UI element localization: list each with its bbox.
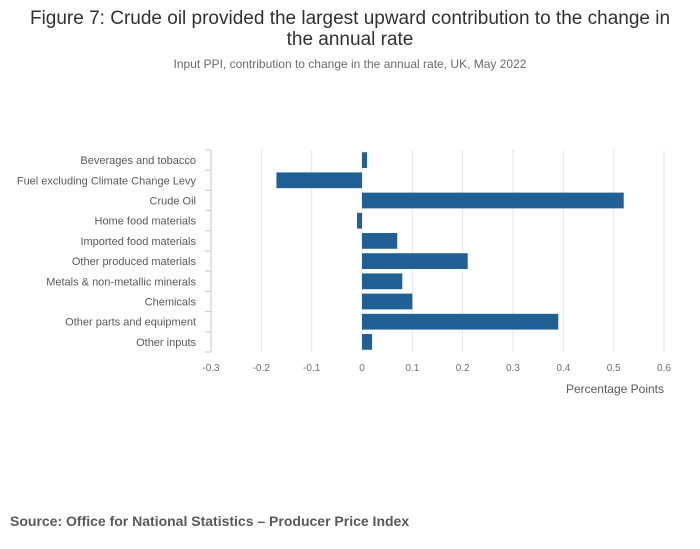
bar	[356, 212, 362, 229]
category-label: Other inputs	[136, 337, 196, 349]
category-label: Imported food materials	[80, 236, 196, 248]
x-axis-title: Percentage Points	[566, 382, 664, 396]
x-tick-label: -0.1	[303, 363, 321, 374]
category-label: Other produced materials	[72, 256, 197, 268]
bar	[362, 334, 373, 350]
bar	[362, 192, 624, 209]
category-label: Beverages and tobacco	[80, 155, 196, 167]
x-tick-label: 0.5	[607, 363, 621, 374]
category-label: Metals & non-metallic minerals	[46, 276, 196, 288]
source-note: Source: Office for National Statistics –…	[10, 513, 410, 529]
category-label: Fuel excluding Climate Change Levy	[17, 175, 197, 187]
x-tick-label: 0.6	[657, 363, 671, 374]
category-label: Crude Oil	[150, 196, 196, 208]
x-tick-label: 0.3	[506, 363, 520, 374]
x-tick-label: -0.3	[202, 363, 220, 374]
x-tick-label: 0.1	[405, 363, 419, 374]
category-labels: Beverages and tobacco Fuel excluding Clim…	[17, 155, 197, 349]
x-tick-label: 0.2	[456, 363, 470, 374]
x-tick-labels: -0.3 -0.2 -0.1 0 0.1 0.2 0.3 0.4 0.5 0.6	[202, 363, 671, 374]
bar	[362, 313, 559, 330]
bar	[362, 293, 413, 310]
category-label: Chemicals	[145, 297, 197, 309]
category-label: Home food materials	[95, 216, 197, 228]
x-tick-label: 0.4	[556, 363, 570, 374]
chart-title: Figure 7: Crude oil provided the largest…	[29, 8, 671, 50]
chart-subtitle: Input PPI, contribution to change in the…	[173, 57, 527, 71]
bar	[362, 152, 368, 168]
bar	[362, 253, 468, 269]
bar	[362, 233, 398, 249]
x-tick-label: -0.2	[253, 363, 271, 374]
bars	[276, 152, 624, 350]
bar	[362, 273, 403, 290]
x-tick-label: 0	[359, 363, 365, 374]
category-label: Other parts and equipment	[65, 317, 196, 329]
bar	[276, 172, 362, 189]
y-axis	[205, 149, 212, 353]
